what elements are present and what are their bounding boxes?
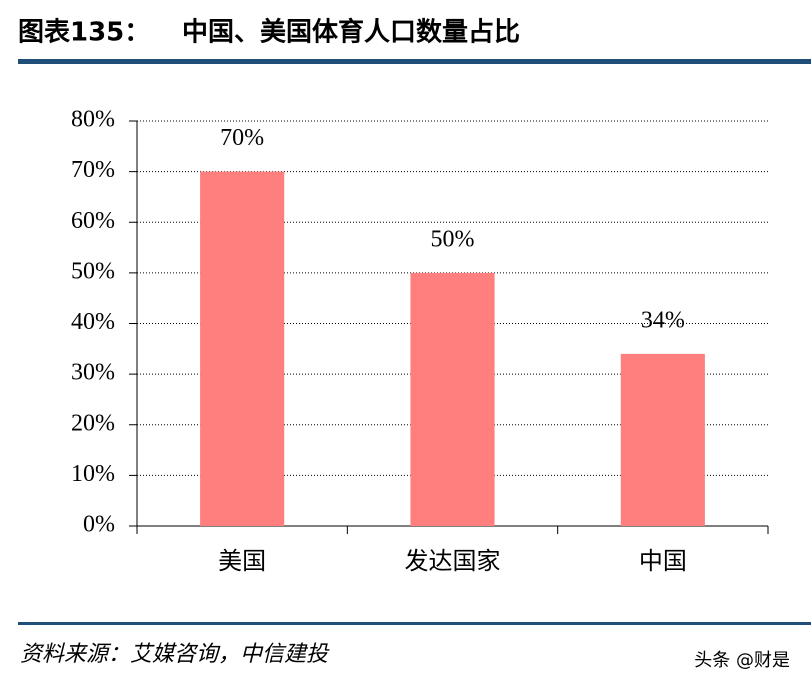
bar [200,171,285,526]
value-label: 50% [431,226,475,252]
y-tick-label: 70% [71,157,115,183]
title-rule [18,59,811,64]
y-tick-label: 80% [71,107,115,133]
source: 资料来源：艾媒咨询，中信建投 [20,642,330,667]
x-tick-label: 中国 [639,547,687,575]
figure-label: 图表135： [18,18,150,48]
y-tick-label: 30% [71,360,115,386]
footer-rule [18,622,811,625]
y-tick-label: 10% [71,461,115,487]
x-tick-label: 美国 [218,547,266,575]
y-tick-label: 40% [71,309,115,335]
bar [620,353,705,526]
bar [410,272,495,526]
watermark: 头条 @财是 [694,650,790,671]
y-tick-label: 60% [71,208,115,234]
chart-title: 中国、美国体育人口数量占比 [182,17,520,48]
y-tick-label: 20% [71,410,115,436]
value-label: 70% [220,125,264,151]
value-label: 34% [641,307,685,333]
y-tick-label: 0% [83,512,115,538]
x-tick-label: 发达国家 [405,547,501,575]
y-tick-label: 50% [71,258,115,284]
